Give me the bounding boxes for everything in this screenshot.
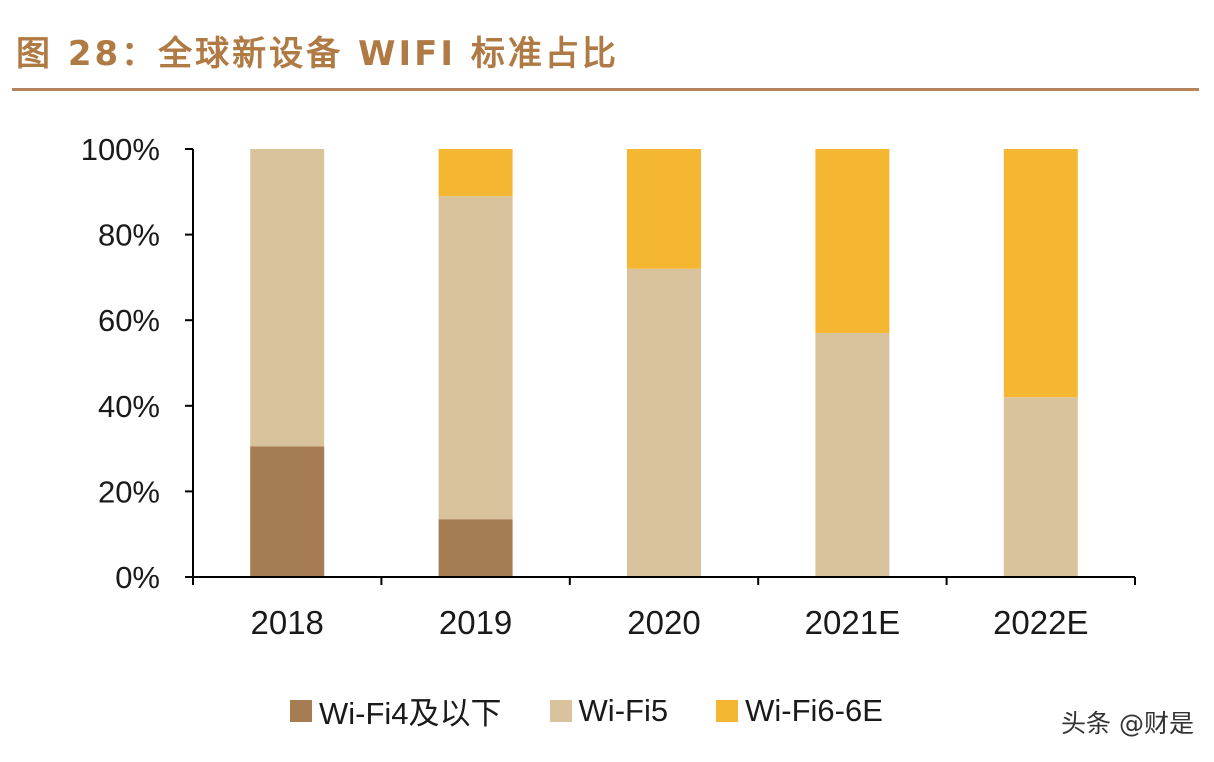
y-tick-label: 60% <box>98 303 160 338</box>
legend-item-wifi4: Wi-Fi4及以下 <box>290 688 502 733</box>
legend-item-wifi6: Wi-Fi6-6E <box>716 693 883 729</box>
y-tick-label: 0% <box>115 560 160 595</box>
legend-label-wifi6: Wi-Fi6-6E <box>745 692 883 728</box>
bar-2022E-wifi5 <box>1003 397 1078 577</box>
watermark: 头条 @财是 <box>1061 709 1194 738</box>
axes-layer <box>185 148 1136 585</box>
legend-swatch-wifi6 <box>716 699 739 722</box>
bar-2018-wifi4 <box>250 446 325 577</box>
bar-2021E-wifi5 <box>815 333 890 577</box>
x-tick-label: 2020 <box>627 604 700 641</box>
legend-label-wifi4: Wi-Fi4及以下 <box>319 696 502 731</box>
legend-swatch-wifi4 <box>290 699 312 722</box>
bars-layer <box>250 149 1078 577</box>
bar-2020-wifi5 <box>627 268 701 577</box>
bar-2019-wifi4 <box>438 519 513 577</box>
bar-2020-wifi6 <box>627 149 701 269</box>
y-tick-label: 40% <box>98 389 160 424</box>
y-tick-label: 100% <box>81 132 160 167</box>
figure-title: 图 28：全球新设备 WIFI 标准占比 <box>16 34 619 74</box>
x-tick-label: 2021E <box>805 604 900 641</box>
legend: Wi-Fi4及以下 Wi-Fi5 Wi-Fi6-6E <box>290 688 931 733</box>
bar-2021E-wifi6 <box>815 149 890 333</box>
bar-2022E-wifi6 <box>1003 149 1078 398</box>
legend-label-wifi5: Wi-Fi5 <box>578 692 669 728</box>
title-divider <box>12 88 1199 91</box>
y-tick-label: 80% <box>98 218 160 253</box>
labels-layer: 2018 2019 2020 2021E 2022E 0% 20% 40% 60% 80% 100% <box>81 132 1089 641</box>
y-tick-label: 20% <box>98 474 160 509</box>
bar-2019-wifi6 <box>438 149 513 197</box>
bar-2018-wifi5 <box>250 149 325 447</box>
x-tick-label: 2019 <box>439 604 512 641</box>
legend-swatch-wifi5 <box>549 699 572 722</box>
bar-2019-wifi5 <box>438 196 513 520</box>
legend-item-wifi5: Wi-Fi5 <box>549 692 669 729</box>
x-tick-label: 2022E <box>993 604 1088 641</box>
x-tick-label: 2018 <box>250 604 323 641</box>
